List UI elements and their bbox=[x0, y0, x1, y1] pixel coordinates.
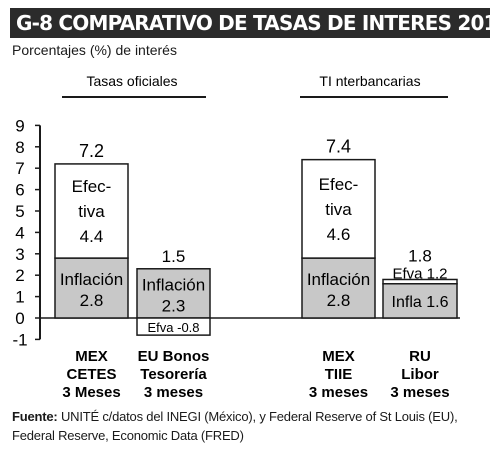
y-tick-label: 1 bbox=[15, 288, 24, 307]
y-tick-label: 8 bbox=[15, 138, 24, 157]
chart-title: G-8 COMPARATIVO DE TASAS DE INTERES 2019 bbox=[10, 8, 490, 38]
y-tick-label: 7 bbox=[15, 159, 24, 178]
category-label: TIIE bbox=[325, 366, 353, 383]
y-tick-label: 4 bbox=[15, 223, 24, 242]
effective-label: tiva bbox=[325, 200, 352, 219]
category-label: MEX bbox=[75, 348, 108, 365]
inflation-segment bbox=[382, 283, 458, 319]
source-note: Fuente: UNITÉ c/datos del INEGI (México)… bbox=[12, 407, 490, 445]
y-tick-label: 6 bbox=[15, 181, 24, 200]
stacked-bar-chart: -1 0 1 2 3 4 5 6 7 8 9 Tasas oficiales TI nterbancar… bbox=[12, 73, 460, 401]
effective-label: Efva 1.2 bbox=[392, 265, 447, 282]
effective-label: Efec- bbox=[319, 175, 359, 194]
category-label: RU bbox=[409, 348, 431, 365]
bar-total-label: 7.4 bbox=[326, 137, 351, 157]
inflation-segment bbox=[136, 268, 211, 319]
effective-value: 4.6 bbox=[327, 225, 351, 244]
effective-value: 4.4 bbox=[80, 227, 104, 246]
group-header-label: Tasas oficiales bbox=[86, 73, 177, 89]
inflation-segment bbox=[54, 257, 129, 319]
inflation-segment bbox=[301, 257, 376, 319]
inflation-label: Inflación bbox=[142, 275, 205, 294]
effective-label: Efec- bbox=[72, 177, 112, 196]
effective-segment bbox=[54, 163, 129, 259]
category-label: 3 meses bbox=[390, 384, 449, 401]
category-label: EU Bonos bbox=[138, 348, 210, 365]
inflation-label: Inflación bbox=[307, 270, 370, 289]
source-label: Fuente: bbox=[12, 409, 58, 424]
category-label: Libor bbox=[401, 366, 439, 383]
y-tick-label: -1 bbox=[12, 330, 27, 349]
y-tick-label: 0 bbox=[15, 309, 24, 328]
inflation-value: 2.3 bbox=[162, 296, 186, 315]
effective-segment bbox=[136, 317, 211, 336]
category-label: CETES bbox=[66, 366, 116, 383]
category-label: 3 meses bbox=[144, 384, 203, 401]
inflation-value: 2.8 bbox=[327, 291, 351, 310]
y-tick-label: 9 bbox=[15, 116, 24, 135]
y-tick-label: 5 bbox=[15, 202, 24, 221]
y-tick-label: 2 bbox=[15, 266, 24, 285]
category-label: MEX bbox=[322, 348, 355, 365]
bar-total-label: 7.2 bbox=[79, 141, 104, 161]
effective-segment bbox=[382, 278, 458, 285]
category-label: Tesorería bbox=[140, 366, 207, 383]
category-label: 3 meses bbox=[309, 384, 368, 401]
effective-label: Efva -0.8 bbox=[147, 320, 199, 335]
effective-segment bbox=[301, 158, 376, 259]
bar-total-label: 1.5 bbox=[162, 247, 186, 266]
inflation-label: Inflación bbox=[60, 270, 123, 289]
group-header-label: TI nterbancarias bbox=[319, 73, 420, 89]
y-tick-label: 3 bbox=[15, 245, 24, 264]
source-text: UNITÉ c/datos del INEGI (México), y Fede… bbox=[12, 409, 458, 443]
inflation-value: 2.8 bbox=[80, 291, 104, 310]
chart-subtitle: Porcentajes (%) de interés bbox=[12, 42, 177, 58]
category-label: 3 Meses bbox=[62, 384, 120, 401]
inflation-label: Infla 1.6 bbox=[392, 294, 449, 311]
effective-label: tiva bbox=[78, 202, 105, 221]
bar-total-label: 1.8 bbox=[408, 246, 432, 265]
